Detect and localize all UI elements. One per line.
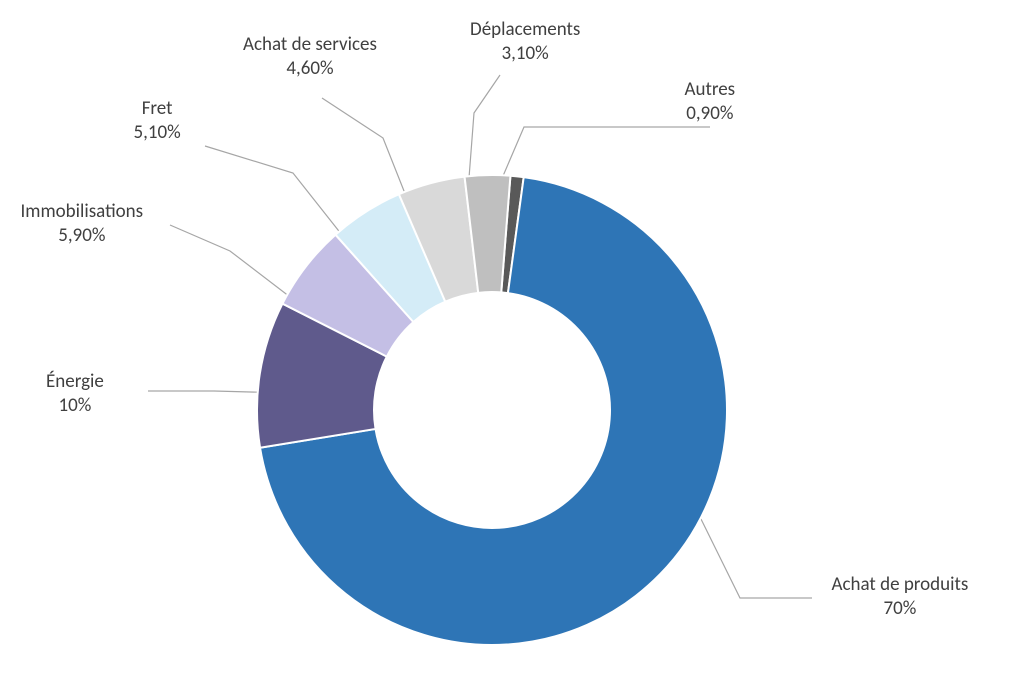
leader-line — [205, 146, 342, 235]
chart-label-value: 5,90% — [21, 224, 144, 248]
chart-label: Énergie10% — [46, 370, 104, 418]
leader-line — [170, 225, 294, 300]
chart-label-name: Achat de produits — [832, 573, 969, 597]
chart-label: Déplacements3,10% — [470, 18, 580, 66]
chart-label-name: Autres — [685, 78, 736, 102]
leader-line — [469, 75, 500, 178]
chart-label-name: Achat de services — [243, 33, 377, 57]
donut-chart: Autres0,90% Achat de produits70% Énergie10… — [0, 0, 1024, 693]
chart-label: Achat de produits70% — [832, 573, 969, 621]
chart-label-value: 5,10% — [134, 121, 181, 145]
chart-label-name: Déplacements — [470, 18, 580, 42]
chart-label: Immobilisations5,90% — [21, 200, 144, 248]
chart-label-name: Fret — [134, 97, 181, 121]
chart-label-name: Immobilisations — [21, 200, 144, 224]
chart-label-value: 4,60% — [243, 57, 377, 81]
chart-label-value: 3,10% — [470, 42, 580, 66]
leader-line — [503, 127, 710, 176]
leader-line — [700, 517, 812, 598]
chart-label-name: Énergie — [46, 370, 104, 394]
chart-label: Autres0,90% — [685, 78, 736, 126]
chart-label: Fret5,10% — [134, 97, 181, 145]
leader-line — [322, 98, 406, 196]
chart-label-value: 70% — [832, 597, 969, 621]
chart-label-value: 10% — [46, 394, 104, 418]
chart-label-value: 0,90% — [685, 102, 736, 126]
chart-label: Achat de services4,60% — [243, 33, 377, 81]
donut-slices — [257, 175, 727, 645]
